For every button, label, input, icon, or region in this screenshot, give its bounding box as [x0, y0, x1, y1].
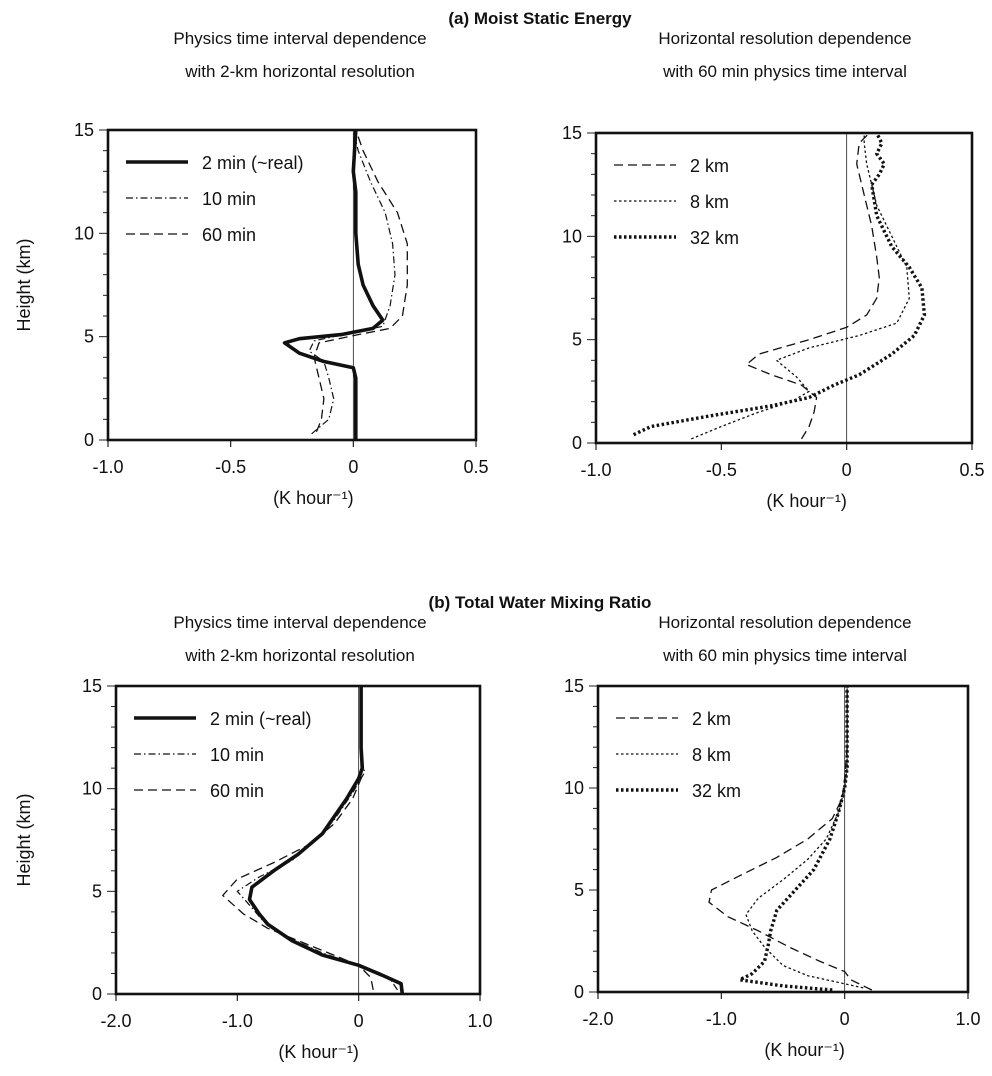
x-tick-label: -1.0 [222, 1011, 253, 1031]
y-tick-label: 15 [564, 676, 584, 696]
y-axis-label: Height (km) [14, 238, 34, 331]
legend-label: 2 min (~real) [202, 153, 304, 173]
x-tick-label: 0 [842, 460, 852, 480]
series-line-3 [632, 132, 927, 437]
x-tick-label: -1.0 [92, 457, 123, 477]
legend-label: 60 min [202, 225, 256, 245]
series-line-3 [222, 686, 374, 991]
panel-subtitle: with 2-km horizontal resolution [184, 646, 415, 665]
panel-subtitle: Physics time interval dependence [173, 613, 426, 632]
series-line-3 [313, 129, 408, 432]
legend-label: 8 km [692, 745, 731, 765]
y-tick-label: 15 [74, 120, 94, 140]
y-tick-label: 10 [564, 778, 584, 798]
y-tick-label: 5 [92, 881, 102, 901]
x-axis-label: (K hour⁻¹) [273, 488, 354, 508]
legend-label: 32 km [690, 228, 739, 248]
series-line-2 [745, 686, 864, 989]
series-line-1 [282, 129, 385, 440]
chart-panels: Physics time interval dependence with 2-k… [14, 29, 985, 1062]
legend-label: 8 km [690, 192, 729, 212]
x-tick-label: -1.0 [706, 1009, 737, 1029]
panel-subtitle: with 60 min physics time interval [662, 646, 907, 665]
plot-frame [106, 128, 478, 442]
y-tick-label: 0 [572, 433, 582, 453]
x-tick-label: 1.0 [955, 1009, 980, 1029]
panel-a_left: Physics time interval dependence with 2-k… [14, 29, 489, 508]
x-tick-label: 1.0 [467, 1011, 492, 1031]
x-axis-label: (K hour⁻¹) [278, 1042, 359, 1062]
legend-label: 2 min (~real) [210, 709, 312, 729]
y-tick-label: 0 [574, 982, 584, 1002]
plot-frame [594, 131, 974, 445]
series-line-2 [691, 133, 910, 440]
legend-label: 2 km [690, 156, 729, 176]
legend-label: 60 min [210, 781, 264, 801]
x-tick-label: 0.5 [463, 457, 488, 477]
x-tick-label: -1.0 [580, 460, 611, 480]
section-a-title: (a) Moist Static Energy [448, 9, 632, 28]
x-tick-label: -2.0 [100, 1011, 131, 1031]
x-tick-label: -2.0 [582, 1009, 613, 1029]
panel-subtitle: Horizontal resolution dependence [658, 613, 911, 632]
y-tick-label: 15 [562, 123, 582, 143]
y-tick-label: 5 [572, 330, 582, 350]
series-line-3 [738, 686, 849, 992]
section-b-title: (b) Total Water Mixing Ratio [429, 593, 652, 612]
y-tick-label: 0 [84, 430, 94, 450]
x-tick-label: -0.5 [706, 460, 737, 480]
panel-subtitle: Physics time interval dependence [173, 29, 426, 48]
y-tick-label: 0 [92, 984, 102, 1004]
x-axis-label: (K hour⁻¹) [766, 491, 847, 511]
series-line-2 [308, 129, 396, 435]
series-line-1 [247, 686, 405, 995]
panel-a_right: Horizontal resolution dependence with 60 … [562, 29, 985, 511]
legend-label: 2 km [692, 709, 731, 729]
panel-subtitle: with 60 min physics time interval [662, 62, 907, 81]
y-tick-label: 10 [82, 779, 102, 799]
panel-subtitle: with 2-km horizontal resolution [184, 62, 415, 81]
series-line-2 [236, 686, 398, 991]
x-tick-label: -0.5 [215, 457, 246, 477]
series-line-1 [745, 132, 880, 440]
x-tick-label: 0 [354, 1011, 364, 1031]
plot-frame [114, 684, 482, 996]
legend-label: 10 min [202, 189, 256, 209]
legend-label: 10 min [210, 745, 264, 765]
y-tick-label: 10 [74, 223, 94, 243]
y-tick-label: 5 [574, 880, 584, 900]
y-tick-label: 5 [84, 327, 94, 347]
y-tick-label: 15 [82, 676, 102, 696]
y-tick-label: 10 [562, 226, 582, 246]
x-axis-label: (K hour⁻¹) [764, 1040, 845, 1060]
legend-label: 32 km [692, 781, 741, 801]
panel-b_right: Horizontal resolution dependence with 60 … [564, 613, 981, 1060]
y-axis-label: Height (km) [14, 793, 34, 886]
panel-subtitle: Horizontal resolution dependence [658, 29, 911, 48]
panel-b_left: Physics time interval dependence with 2-k… [14, 613, 493, 1062]
plot-frame [596, 684, 970, 994]
x-tick-label: 0 [348, 457, 358, 477]
x-tick-label: 0.5 [959, 460, 984, 480]
x-tick-label: 0 [840, 1009, 850, 1029]
